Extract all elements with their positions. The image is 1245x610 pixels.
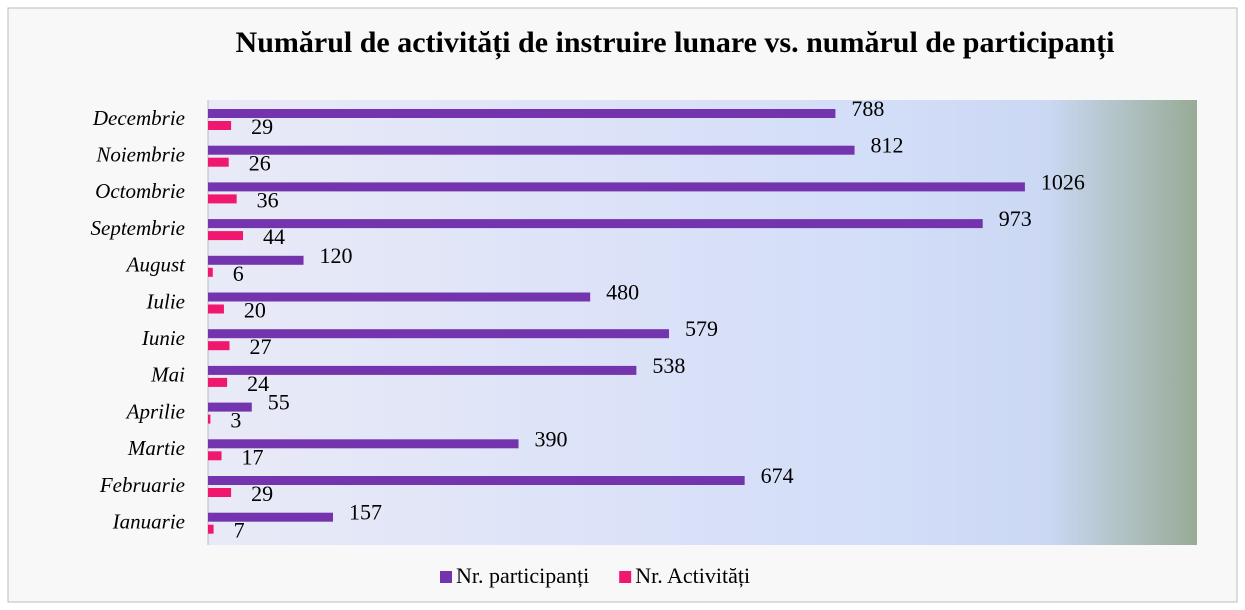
- bar: [208, 488, 232, 497]
- value-label: 390: [535, 426, 568, 451]
- bar: [208, 402, 252, 412]
- bar: [208, 304, 224, 314]
- value-label: 538: [652, 353, 685, 378]
- bar: [208, 157, 229, 167]
- value-label: 120: [320, 243, 353, 268]
- legend-swatch: [619, 571, 632, 583]
- bar: [208, 182, 1025, 192]
- value-label: 29: [251, 114, 273, 139]
- value-label: 27: [249, 334, 271, 359]
- category-label: Octombrie: [95, 179, 185, 203]
- value-label: 973: [999, 206, 1032, 231]
- value-label: 20: [244, 298, 266, 323]
- bar: [208, 451, 222, 461]
- value-label: 26: [249, 151, 271, 176]
- category-label: Noiembrie: [95, 143, 185, 167]
- bar: [208, 439, 519, 449]
- bar: [208, 109, 836, 118]
- bar: [208, 292, 591, 302]
- bar: [208, 524, 214, 534]
- value-label: 55: [268, 390, 290, 415]
- category-label: Ianuarie: [112, 510, 185, 534]
- chart-title: Numărul de activități de instruire lunar…: [236, 26, 1115, 60]
- value-label: 6: [233, 261, 244, 286]
- value-label: 36: [257, 187, 279, 212]
- value-label: 7: [234, 518, 245, 543]
- category-label: Februarie: [99, 473, 185, 497]
- value-label: 29: [251, 481, 273, 506]
- bar: [208, 121, 232, 130]
- bar: [208, 512, 334, 522]
- legend-label: Nr. Activități: [635, 563, 750, 588]
- category-label: Decembrie: [92, 106, 185, 130]
- bar: [208, 194, 237, 204]
- category-label: Septembrie: [91, 216, 185, 240]
- bar: [208, 145, 855, 155]
- value-label: 17: [242, 444, 264, 469]
- plot-area: [208, 100, 1197, 545]
- category-label: Mai: [150, 363, 185, 387]
- value-label: 3: [230, 408, 241, 433]
- bar: [208, 255, 304, 265]
- bar: [208, 341, 230, 351]
- value-label: 44: [263, 224, 285, 249]
- category-label: Iulie: [146, 289, 185, 313]
- value-label: 24: [247, 371, 269, 396]
- value-label: 1026: [1041, 169, 1085, 194]
- bar: [208, 377, 228, 387]
- bar: [208, 365, 637, 375]
- category-label: August: [125, 253, 187, 277]
- bar: [208, 414, 211, 424]
- category-label: Aprilie: [125, 399, 185, 423]
- legend-swatch: [440, 571, 452, 583]
- category-label: Martie: [127, 436, 185, 460]
- value-label: 812: [871, 133, 904, 158]
- bar: [208, 476, 745, 485]
- value-label: 579: [685, 316, 718, 341]
- bar: [208, 267, 213, 277]
- bar: [208, 329, 670, 339]
- value-label: 157: [349, 500, 382, 525]
- value-label: 480: [606, 280, 639, 305]
- category-label: Iunie: [141, 326, 185, 350]
- bar: [208, 219, 983, 229]
- legend-label: Nr. participanți: [456, 563, 589, 588]
- value-label: 788: [851, 96, 884, 121]
- bar: [208, 231, 244, 241]
- value-label: 674: [761, 463, 794, 488]
